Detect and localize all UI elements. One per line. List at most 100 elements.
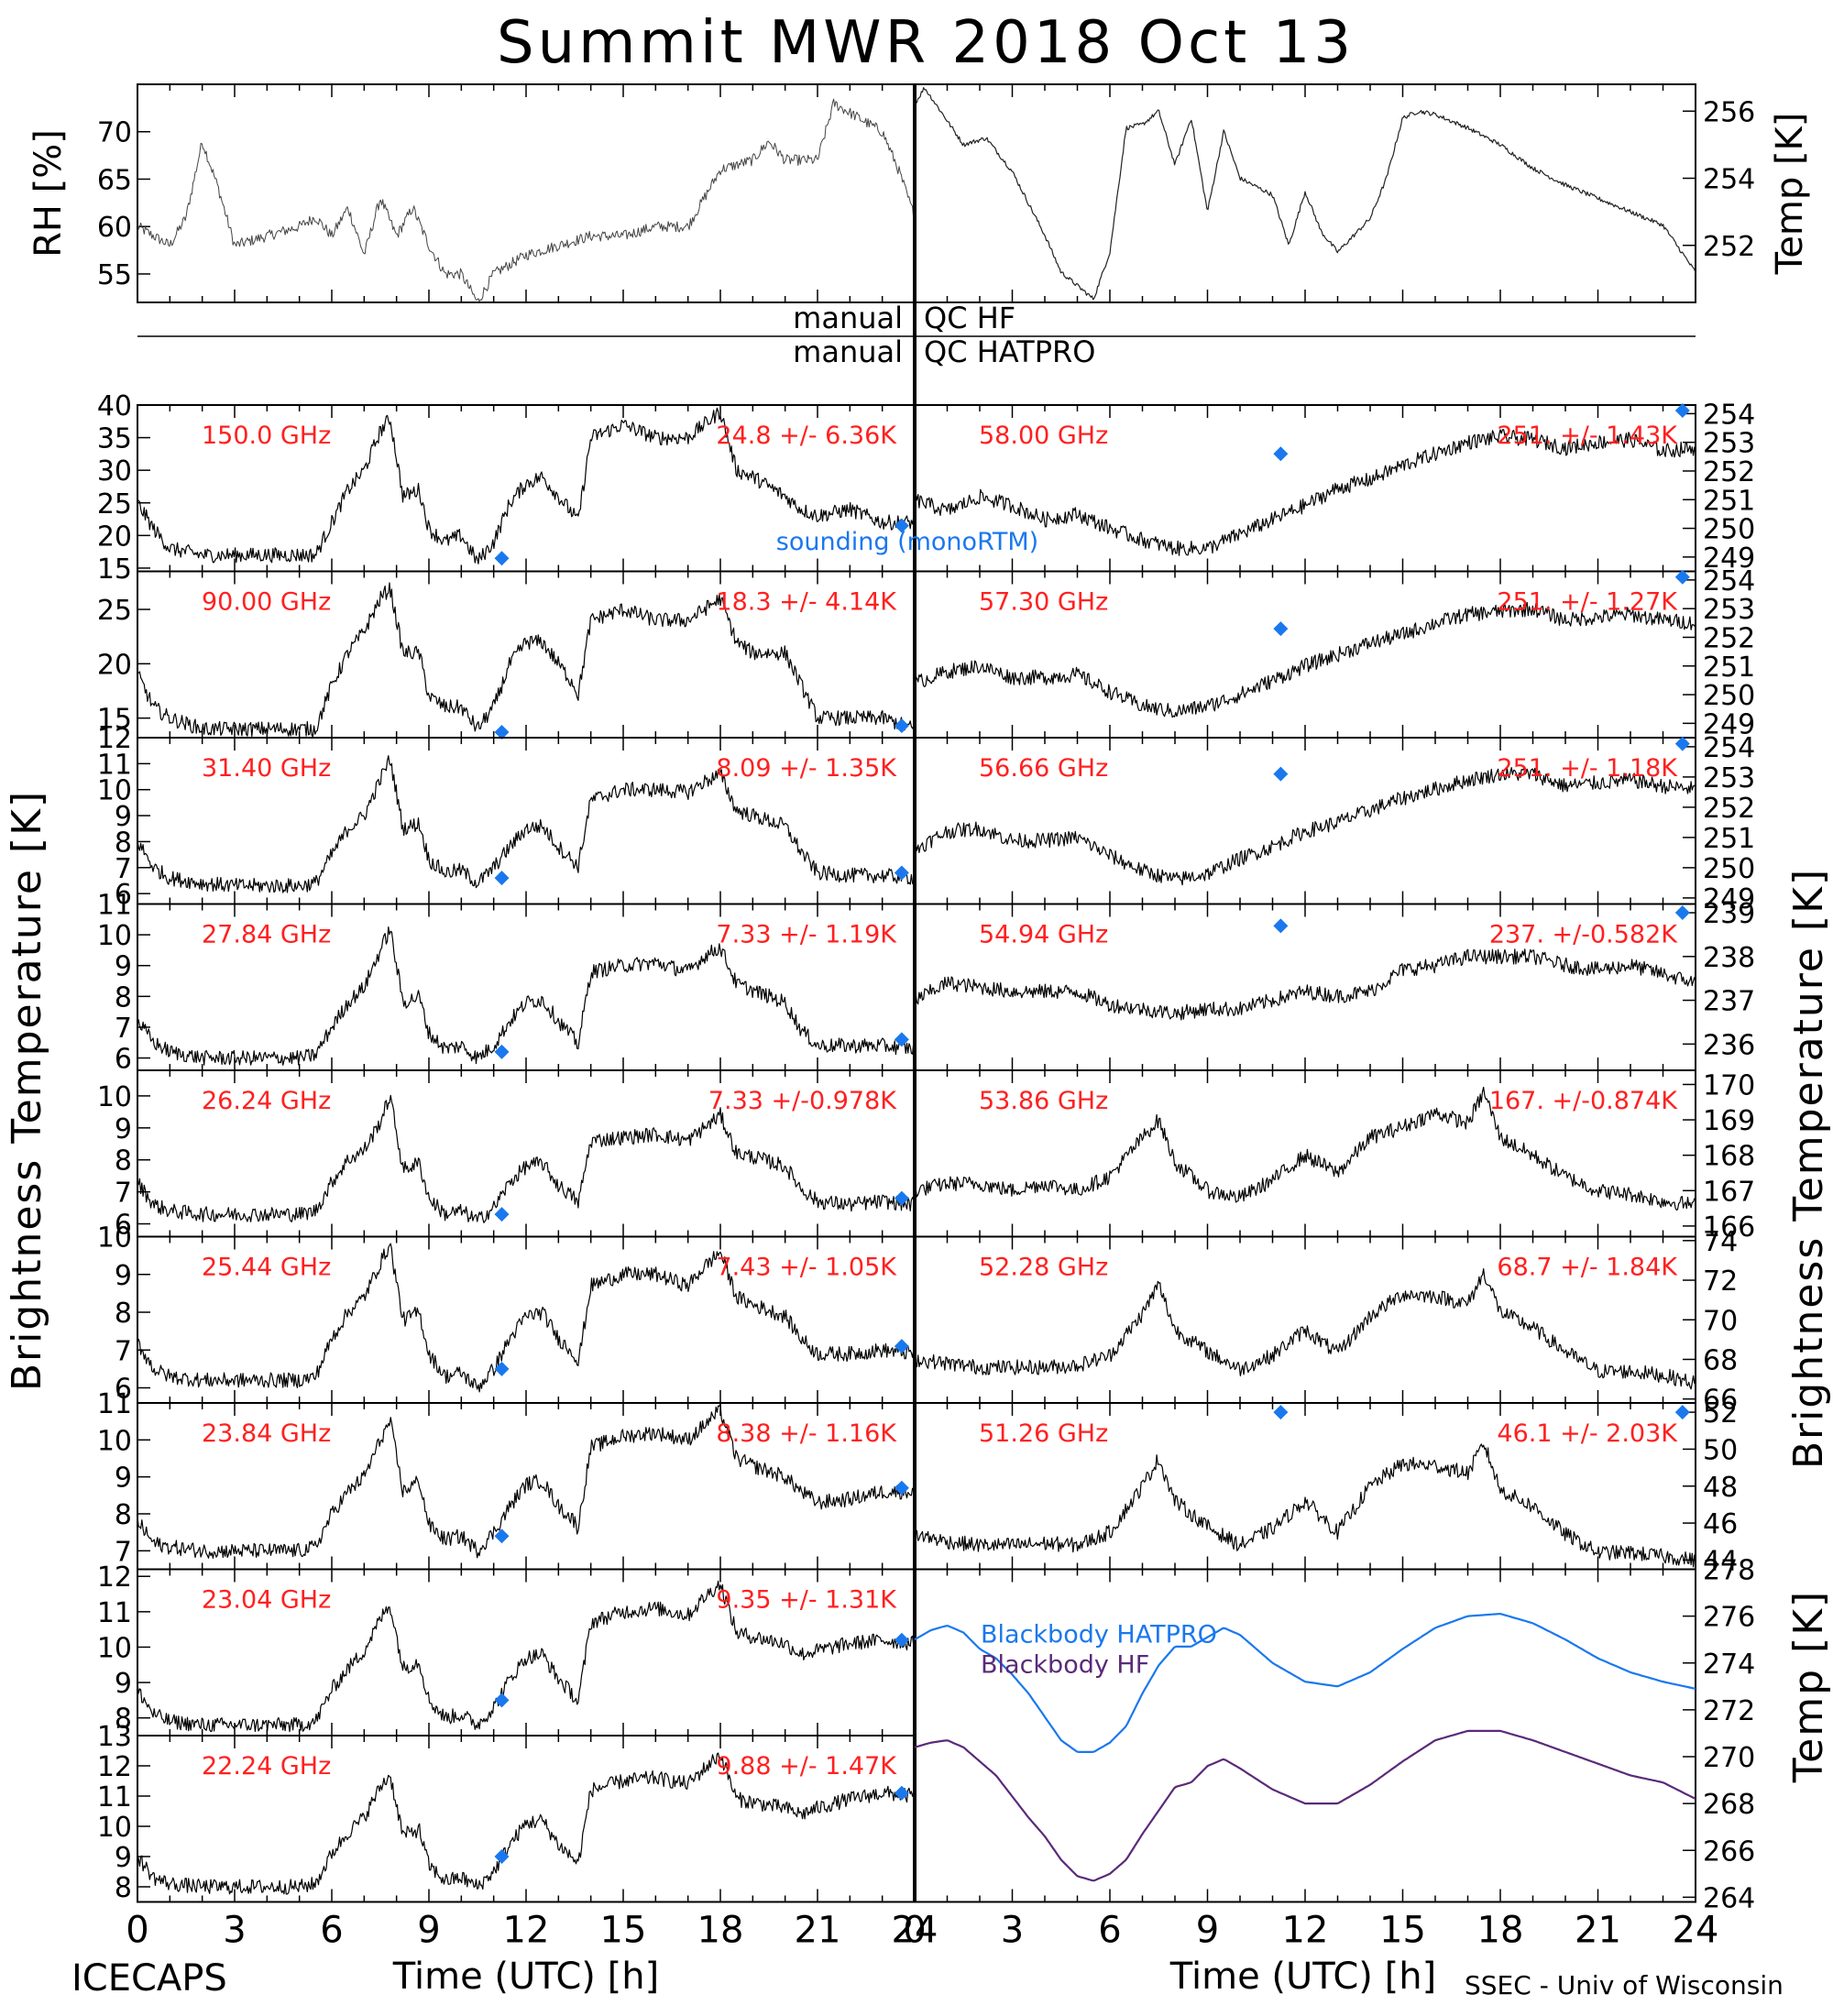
left-panel-8-xtick-label: 3	[223, 1910, 246, 1952]
left-panel-6-sounding-point	[894, 1480, 909, 1496]
right-panel-1-series	[914, 601, 1696, 718]
left-panel-6-frequency-label: 23.84 GHz	[202, 1419, 331, 1448]
left-panel-3-stats-label: 7.33 +/- 1.19K	[716, 921, 897, 949]
left-panel-6-series	[137, 1403, 916, 1559]
right-panel-1-ytick-label: 252	[1703, 622, 1755, 654]
qc-hatpro-manual: manual	[793, 334, 903, 369]
left-panel-2-sounding-point	[894, 865, 909, 881]
blackbody-xtick-label: 21	[1575, 1910, 1621, 1952]
footer-left: ICECAPS	[71, 1957, 227, 2000]
left-panel-0-stats-label: 24.8 +/- 6.36K	[716, 422, 897, 450]
right-panel-5-ytick-label: 74	[1703, 1226, 1738, 1258]
right-panel-0-ytick-label: 250	[1703, 514, 1755, 546]
right-panel-6-ytick-label: 48	[1703, 1472, 1738, 1504]
left-panel-7-ytick-label: 8	[115, 1704, 132, 1736]
right-panel-2-ytick-label: 251	[1703, 823, 1755, 855]
left-panel-3-ytick-label: 10	[97, 920, 132, 952]
blackbody-ytick-label: 272	[1703, 1695, 1755, 1727]
right-panel-4-frequency-label: 53.86 GHz	[979, 1087, 1108, 1115]
left-panel-0-ytick-label: 30	[97, 455, 132, 488]
right-panel-1-frequency-label: 57.30 GHz	[979, 588, 1108, 617]
right-panel-6-ytick-label: 50	[1703, 1434, 1738, 1466]
right-panel-5-ytick-label: 72	[1703, 1265, 1738, 1298]
left-panel-7-stats-label: 9.35 +/- 1.31K	[716, 1586, 897, 1615]
qc-hf-label: QC HF	[924, 301, 1015, 335]
left-panel-3-ytick-label: 6	[115, 1044, 132, 1076]
air-temp-ytick-label: 254	[1703, 164, 1755, 196]
left-panel-1-sounding-point	[494, 725, 510, 740]
right-panel-0-frequency-label: 58.00 GHz	[979, 422, 1108, 450]
left-panel-0-frequency-label: 150.0 GHz	[202, 422, 331, 450]
left-panel-7-ytick-label: 12	[97, 1561, 132, 1594]
blackbody-ytick-label: 278	[1703, 1555, 1755, 1587]
right-panel-6-stats-label: 46.1 +/- 2.03K	[1497, 1419, 1678, 1448]
left-panel-1-stats-label: 18.3 +/- 4.14K	[716, 588, 897, 617]
right-panel-2-series	[914, 766, 1696, 886]
blackbody-xtick-label: 15	[1379, 1910, 1426, 1952]
right-panel-2-ytick-label: 254	[1703, 732, 1755, 764]
right-panel-0-ytick-label: 251	[1703, 485, 1755, 517]
right-panel-3-ytick-label: 238	[1703, 942, 1755, 974]
left-panel-0-ytick-label: 15	[97, 553, 132, 586]
blackbody-xtick-label: 18	[1477, 1910, 1524, 1952]
blackbody-hf-series	[914, 1729, 1696, 1882]
blackbody-ytick-label: 268	[1703, 1789, 1755, 1821]
left-panel-4-ytick-label: 6	[115, 1210, 132, 1242]
right-panel-2-ytick-label: 252	[1703, 793, 1755, 825]
temp-ylabel: Temp [K]	[1769, 113, 1811, 276]
left-panel-2-ytick-label: 6	[115, 879, 132, 911]
left-panel-5-frequency-label: 25.44 GHz	[202, 1254, 331, 1282]
left-panel-4-ytick-label: 8	[115, 1145, 132, 1178]
rh-ytick-label: 55	[97, 259, 132, 291]
left-panel-8-xtick-label: 0	[126, 1910, 148, 1952]
left-panel-2-stats-label: 8.09 +/- 1.35K	[716, 754, 897, 783]
air-temp-series	[914, 87, 1696, 301]
right-panel-3-series	[914, 948, 1696, 1021]
left-panel-3-ytick-label: 11	[97, 890, 132, 922]
right-panel-3-stats-label: 237. +/-0.582K	[1489, 921, 1678, 949]
left-panel-8-ytick-label: 8	[115, 1872, 132, 1904]
left-panel-2-ytick-label: 10	[97, 775, 132, 807]
right-panel-1-ytick-label: 251	[1703, 652, 1755, 684]
sounding-legend: sounding (monoRTM)	[776, 528, 1038, 556]
right-panel-2-ytick-label: 249	[1703, 883, 1755, 915]
right-panel-4-ytick-label: 170	[1703, 1069, 1755, 1101]
blackbody-xtick-label: 9	[1196, 1910, 1219, 1952]
left-panel-5-stats-label: 7.43 +/- 1.05K	[716, 1254, 897, 1282]
left-panel-2-ytick-label: 7	[115, 853, 132, 885]
left-panel-0-sounding-point	[894, 518, 909, 533]
left-panel-3-sounding-point	[894, 1032, 909, 1047]
right-panel-3-sounding-point	[1273, 918, 1289, 934]
left-panel-8-xtick-label: 21	[795, 1910, 841, 1952]
right-panel-4-ytick-label: 168	[1703, 1141, 1755, 1173]
left-panel-3-ytick-label: 7	[115, 1013, 132, 1045]
right-panel-5-ytick-label: 66	[1703, 1385, 1738, 1417]
right-ylabel: Brightness Temperature [K]	[1785, 868, 1832, 1469]
left-panel-8-xtick-label: 15	[600, 1910, 647, 1952]
left-panel-7-series	[137, 1580, 916, 1733]
left-panel-2-ytick-label: 9	[115, 801, 132, 833]
left-panel-8-ytick-label: 10	[97, 1812, 132, 1844]
left-panel-5-ytick-label: 9	[115, 1260, 132, 1292]
left-panel-5-sounding-point	[494, 1361, 510, 1376]
left-panel-2-sounding-point	[494, 871, 510, 886]
left-panel-5-sounding-point	[894, 1339, 909, 1354]
left-ylabel: Brightness Temperature [K]	[4, 790, 50, 1391]
left-panel-2-ytick-label: 8	[115, 827, 132, 859]
left-panel-8-xtick-label: 6	[320, 1910, 343, 1952]
left-xlabel: Time (UTC) [h]	[392, 1956, 659, 1998]
left-panel-5-ytick-label: 6	[115, 1374, 132, 1406]
rh-series	[137, 98, 916, 302]
left-panel-4-ytick-label: 10	[97, 1081, 132, 1113]
blackbody-ytick-label: 276	[1703, 1602, 1755, 1634]
left-panel-8-sounding-point	[494, 1849, 510, 1864]
left-panel-4-ytick-label: 7	[115, 1178, 132, 1210]
rh-ytick-label: 65	[97, 164, 132, 196]
left-panel-8-xtick-label: 18	[697, 1910, 744, 1952]
left-panel-3-ytick-label: 8	[115, 981, 132, 1013]
blackbody-ytick-label: 264	[1703, 1882, 1755, 1914]
left-panel-8-ytick-label: 13	[97, 1721, 132, 1753]
